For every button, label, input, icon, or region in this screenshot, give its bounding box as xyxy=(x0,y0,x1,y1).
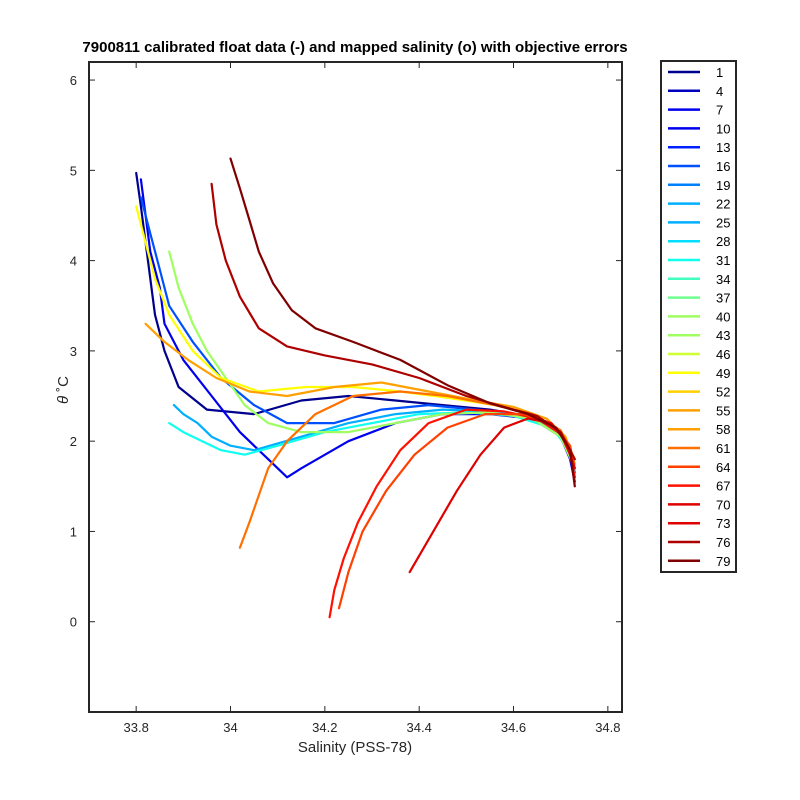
profile-line-13 xyxy=(229,157,576,488)
legend-label: 7 xyxy=(716,103,723,118)
legend-label: 43 xyxy=(716,328,730,343)
y-tick-label: 5 xyxy=(70,163,77,178)
legend-label: 46 xyxy=(716,347,730,362)
y-axis-label-unit: ˚C xyxy=(55,376,72,392)
legend-label: 1 xyxy=(716,65,723,80)
chart-title: 7900811 calibrated float data (-) and ma… xyxy=(82,39,627,56)
x-axis-label: Salinity (PSS-78) xyxy=(298,739,412,756)
x-axis: 33.8 34 34.2 34.4 34.6 34.8 xyxy=(124,62,621,735)
legend-label: 73 xyxy=(716,516,730,531)
legend-label: 22 xyxy=(716,197,730,212)
legend: 1 4 7 10 13 16 19 22 25 28 31 34 37 40 43 46 49 52 55 58 61 6… xyxy=(660,60,737,573)
legend-label: 40 xyxy=(716,309,730,324)
x-tick-label: 34.4 xyxy=(407,720,432,735)
legend-label: 64 xyxy=(716,460,730,475)
profile-line-5 xyxy=(168,250,576,470)
legend-label: 4 xyxy=(716,84,723,99)
y-tick-label: 2 xyxy=(70,434,77,449)
y-tick-label: 4 xyxy=(70,254,77,269)
legend-label: 49 xyxy=(716,366,730,381)
profile-line-7 xyxy=(144,322,576,465)
y-axis-label-symbol: θ xyxy=(55,396,72,404)
legend-label: 70 xyxy=(716,497,730,512)
legend-label: 19 xyxy=(716,178,730,193)
legend-label: 16 xyxy=(716,159,730,174)
plot-frame xyxy=(88,61,623,713)
legend-label: 37 xyxy=(716,291,730,306)
legend-label: 79 xyxy=(716,554,730,569)
x-tick-label: 34.8 xyxy=(595,720,620,735)
legend-label: 10 xyxy=(716,121,730,136)
y-axis-label: θ ˚C xyxy=(55,376,72,404)
legend-label: 25 xyxy=(716,215,730,230)
legend-label: 52 xyxy=(716,385,730,400)
y-axis: 0 1 2 3 4 5 6 xyxy=(70,73,622,630)
profile-line-12 xyxy=(210,182,576,461)
x-tick-label: 34 xyxy=(223,720,237,735)
legend-label: 67 xyxy=(716,479,730,494)
x-tick-label: 34.2 xyxy=(312,720,337,735)
y-tick-label: 0 xyxy=(70,615,77,630)
y-tick-label: 6 xyxy=(70,73,77,88)
legend-label: 13 xyxy=(716,140,730,155)
y-tick-label: 1 xyxy=(70,524,77,539)
legend-label: 58 xyxy=(716,422,730,437)
x-tick-label: 33.8 xyxy=(124,720,149,735)
legend-label: 31 xyxy=(716,253,730,268)
x-tick-label: 34.6 xyxy=(501,720,526,735)
legend-label: 28 xyxy=(716,234,730,249)
legend-label: 76 xyxy=(716,535,730,550)
legend-label: 61 xyxy=(716,441,730,456)
series-layer xyxy=(135,157,576,619)
legend-label: 34 xyxy=(716,272,730,287)
legend-label: 55 xyxy=(716,403,730,418)
y-tick-label: 3 xyxy=(70,344,77,359)
